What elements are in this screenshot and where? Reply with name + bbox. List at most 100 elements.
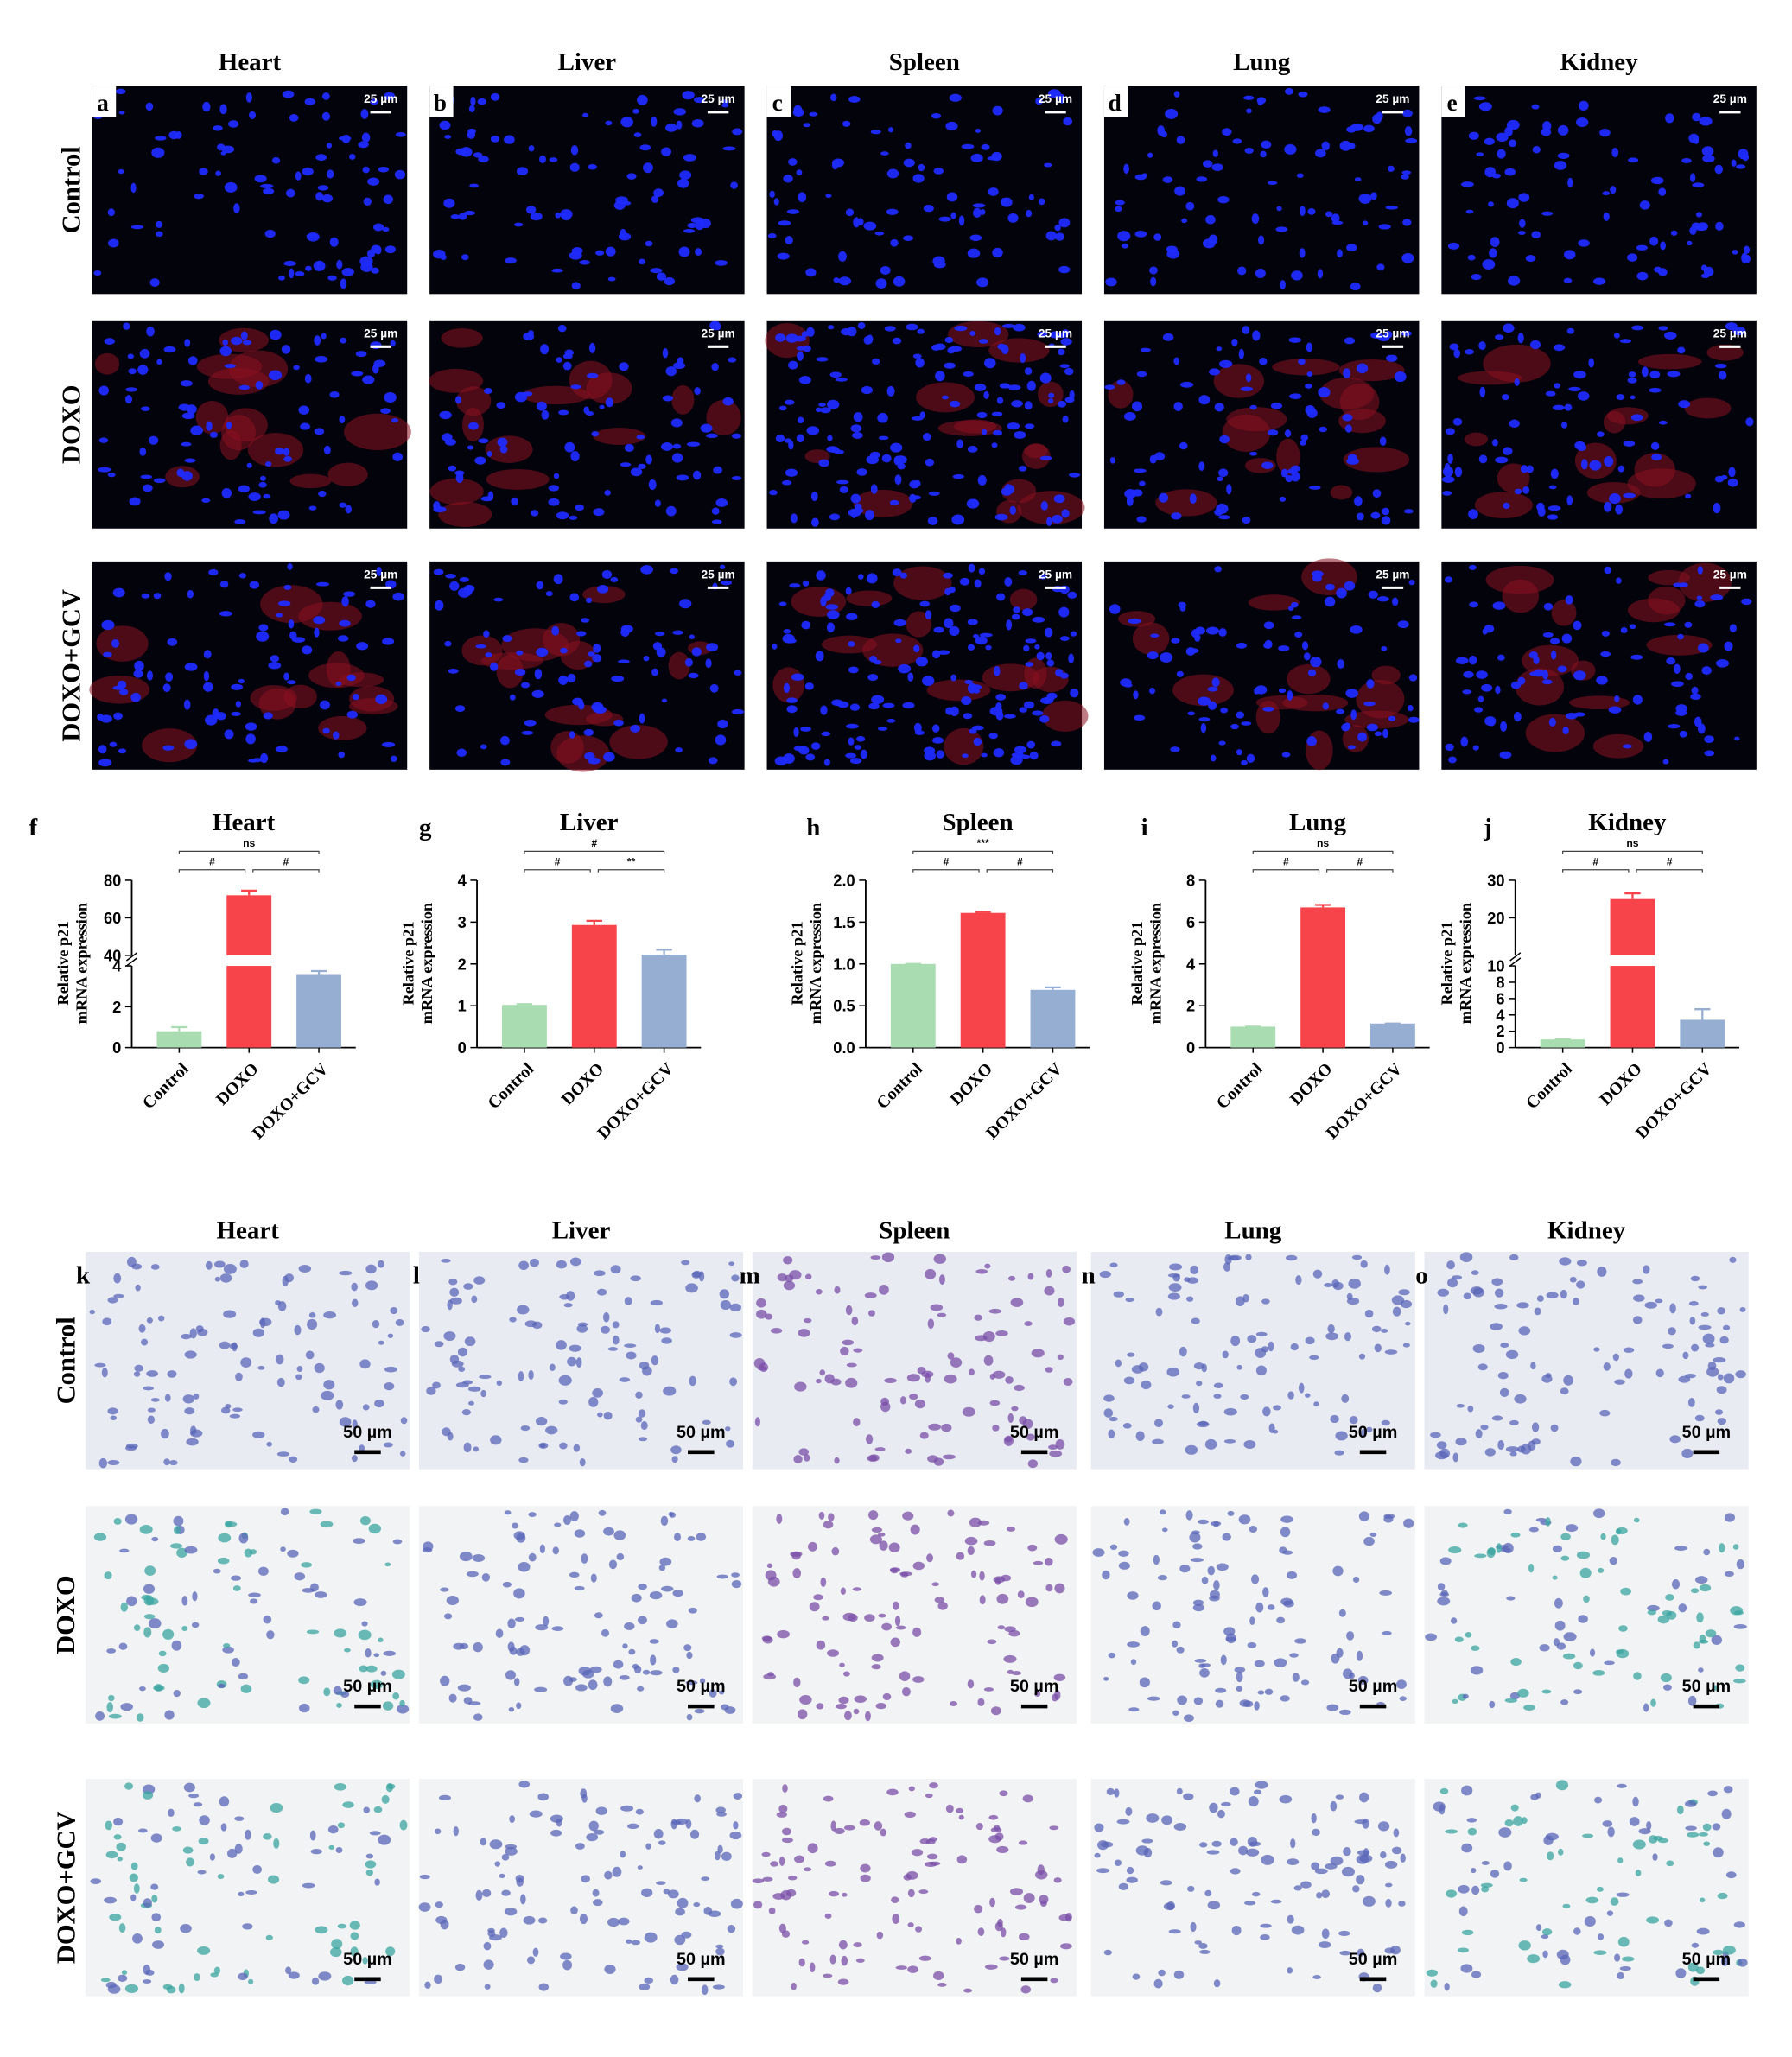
nucleus (893, 455, 901, 466)
micrograph: 50 µm (86, 1506, 410, 1724)
nucleus (806, 426, 820, 435)
nucleus (1741, 598, 1752, 606)
nucleus (869, 1534, 882, 1545)
nucleus (1535, 1924, 1542, 1932)
nucleus (649, 1591, 663, 1600)
significance-bracket (912, 850, 1054, 854)
micrograph-background (752, 1506, 1077, 1724)
nucleus (1190, 1558, 1204, 1563)
nucleus (752, 1878, 765, 1884)
nucleus (1176, 1646, 1185, 1654)
nucleus (983, 1687, 994, 1692)
nucleus (153, 593, 162, 600)
nucleus (1546, 1851, 1554, 1861)
nucleus (803, 1454, 810, 1462)
red-signal (441, 327, 483, 348)
nucleus (672, 443, 682, 449)
nucleus (473, 1713, 483, 1721)
nucleus (793, 1677, 801, 1688)
nucleus (878, 435, 889, 441)
nucleus (1458, 1522, 1468, 1528)
nucleus (757, 1366, 768, 1371)
nucleus (1216, 503, 1229, 514)
nucleus (1531, 1422, 1540, 1432)
nucleus (98, 385, 109, 396)
nucleus (591, 431, 600, 437)
nucleus (619, 1377, 631, 1382)
nucleus (849, 703, 861, 711)
nucleus (641, 1888, 653, 1897)
nucleus (1593, 1347, 1600, 1352)
bar (1030, 989, 1076, 1048)
nucleus (1185, 1510, 1193, 1521)
nucleus (604, 1965, 616, 1974)
nucleus (1116, 379, 1126, 385)
nucleus (1242, 517, 1251, 524)
nucleus (502, 635, 512, 643)
nucleus (1398, 1901, 1406, 1907)
nucleus (963, 713, 973, 720)
nucleus (1201, 1576, 1209, 1584)
nucleus (351, 1455, 358, 1463)
nucleus (715, 1944, 724, 1949)
nucleus (586, 597, 593, 604)
red-signal (219, 430, 242, 460)
nucleus (995, 1330, 1008, 1336)
red-signal (1551, 600, 1577, 626)
nucleus (1628, 371, 1636, 378)
nucleus (582, 112, 588, 117)
nucleus (1032, 616, 1045, 623)
nucleus (1541, 1375, 1553, 1383)
nucleus (1504, 1819, 1514, 1827)
nucleus (1044, 627, 1053, 638)
nucleus (1497, 1371, 1509, 1380)
scale-bar-label: 25 µm (702, 568, 735, 581)
nucleus (850, 424, 862, 433)
nucleus (383, 194, 394, 205)
nucleus (454, 705, 466, 713)
nucleus (242, 1923, 253, 1930)
nucleus (291, 637, 306, 643)
nucleus (1520, 465, 1528, 473)
nucleus (656, 1881, 666, 1885)
nucleus (435, 600, 444, 611)
micrograph: 50 µm (418, 1506, 744, 1724)
nucleus (1516, 1302, 1529, 1309)
nucleus (619, 362, 629, 371)
nucleus (1362, 1895, 1376, 1907)
nucleus (1366, 1426, 1373, 1433)
nucleus (911, 1849, 924, 1857)
nucleus (496, 1380, 503, 1387)
nucleus (988, 1814, 999, 1820)
nucleus (1261, 1298, 1270, 1305)
nucleus (1287, 1967, 1293, 1974)
nucleus (1155, 1307, 1163, 1317)
nucleus (1311, 1862, 1320, 1870)
nucleus (269, 329, 282, 340)
nucleus (1509, 1451, 1517, 1457)
nucleus (974, 1904, 983, 1914)
micrograph: 50 µm (1424, 1778, 1749, 1997)
nucleus (188, 1793, 200, 1799)
y-axis-label: mRNA expression (73, 903, 91, 1024)
nucleus (1664, 331, 1677, 340)
nucleus (1109, 1262, 1118, 1268)
nucleus (964, 679, 973, 685)
nucleus (1563, 1375, 1573, 1386)
nucleus (823, 1973, 833, 1978)
nucleus (238, 485, 250, 493)
nucleus (254, 175, 267, 183)
nucleus (361, 132, 371, 143)
red-signal (521, 385, 590, 405)
nucleus (839, 1662, 845, 1667)
nucleus (607, 1347, 619, 1351)
nucleus (483, 1941, 492, 1951)
nucleus (785, 638, 797, 644)
column-header: Liver (552, 1217, 611, 1245)
nucleus (824, 1860, 836, 1867)
nucleus (433, 506, 447, 513)
nucleus (1113, 1291, 1124, 1298)
nucleus (558, 1375, 572, 1386)
nucleus (1570, 1457, 1582, 1467)
nucleus (677, 1897, 689, 1908)
